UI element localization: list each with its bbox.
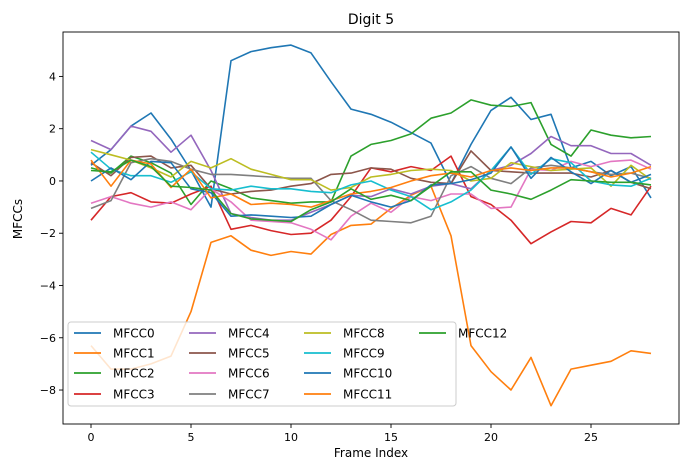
legend-label-mfcc3: MFCC3	[113, 388, 155, 402]
legend-label-mfcc5: MFCC5	[228, 347, 270, 361]
x-tick-label: 10	[284, 431, 298, 444]
y-tick-label: −8	[40, 384, 56, 397]
legend-label-mfcc2: MFCC2	[113, 367, 155, 381]
series-line-mfcc11	[90, 159, 652, 208]
plot-area: 0 5 10 15 20 25 −8 −6 −4 −2 0 2 4	[40, 31, 680, 444]
series-line-mfcc0	[90, 44, 652, 208]
y-tick-label: −4	[40, 279, 56, 292]
series-lines	[90, 44, 652, 407]
x-tick-label: 15	[384, 431, 398, 444]
legend-label-mfcc6: MFCC6	[228, 367, 270, 381]
y-tick-label: 4	[49, 70, 56, 83]
legend-label-mfcc7: MFCC7	[228, 388, 270, 402]
series-line-mfcc12	[90, 159, 652, 223]
legend-box	[67, 321, 457, 407]
series-line-mfcc2	[90, 99, 652, 206]
legend: MFCC0 MFCC1 MFCC2 MFCC3 MFCC4 MFCC5 MFCC6 MFCC7…	[67, 321, 507, 407]
x-tick-label: 20	[484, 431, 498, 444]
series-line-mfcc10	[90, 146, 652, 219]
legend-label-mfcc8: MFCC8	[343, 327, 385, 341]
legend-label-mfcc11: MFCC11	[343, 388, 392, 402]
y-tick-label: 0	[49, 175, 56, 188]
x-tick-label: 25	[584, 431, 598, 444]
x-tick-label: 5	[188, 431, 195, 444]
y-tick-label: 2	[49, 123, 56, 136]
legend-label-mfcc1: MFCC1	[113, 347, 155, 361]
plot-frame	[62, 31, 680, 425]
y-tick-label: −6	[40, 332, 56, 345]
legend-label-mfcc10: MFCC10	[343, 367, 392, 381]
x-axis-label: Frame Index	[334, 446, 408, 460]
legend-label-mfcc4: MFCC4	[228, 327, 270, 341]
chart-title: Digit 5	[348, 12, 394, 28]
y-axis-label: MFCCs	[11, 199, 25, 239]
legend-label-mfcc12: MFCC12	[458, 327, 507, 341]
legend-label-mfcc9: MFCC9	[343, 347, 385, 361]
legend-label-mfcc0: MFCC0	[113, 327, 155, 341]
x-tick-label: 0	[88, 431, 95, 444]
series-line-mfcc8	[90, 148, 652, 191]
series-line-mfcc4	[90, 125, 652, 221]
y-tick-label: −2	[40, 227, 56, 240]
